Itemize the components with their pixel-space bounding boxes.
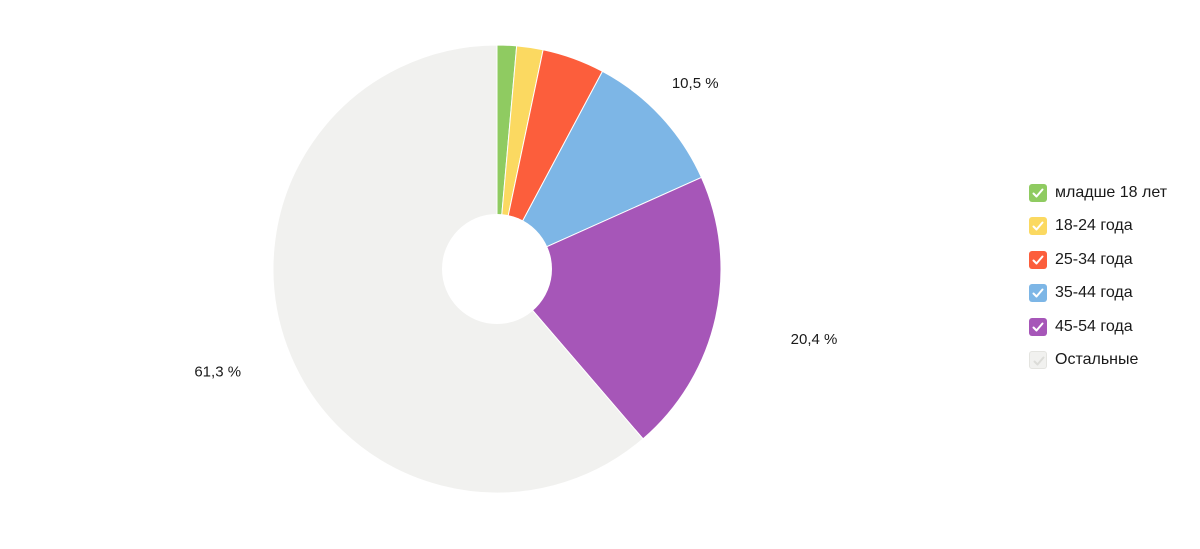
checkbox-checked-icon[interactable] — [1029, 250, 1047, 269]
legend-item-18-24[interactable]: 18-24 года — [1029, 210, 1167, 244]
legend-item-25-34[interactable]: 25-34 года — [1029, 243, 1167, 277]
legend-item-35-44[interactable]: 35-44 года — [1029, 277, 1167, 311]
checkbox-unchecked-icon[interactable] — [1029, 351, 1047, 370]
slice-label-other: 61,3 % — [194, 364, 241, 381]
legend-item-under-18[interactable]: младше 18 лет — [1029, 176, 1167, 210]
checkbox-checked-icon[interactable] — [1029, 217, 1047, 236]
pie-slice-35-44[interactable] — [495, 70, 703, 271]
slice-label-45-54: 20,4 % — [791, 331, 838, 348]
donut-hole — [442, 214, 552, 324]
legend-item-45-54[interactable]: 45-54 года — [1029, 310, 1167, 344]
legend-label: 18-24 года — [1055, 217, 1133, 235]
legend-label: 35-44 года — [1055, 284, 1133, 302]
legend-label: 45-54 года — [1055, 317, 1133, 335]
legend: младше 18 лет 18-24 года 25-34 года 35-4… — [1029, 176, 1167, 377]
legend-label: Остальные — [1055, 351, 1139, 369]
legend-label: 25-34 года — [1055, 250, 1133, 268]
pie-slice-45-54[interactable] — [496, 176, 722, 440]
checkbox-checked-icon[interactable] — [1029, 284, 1047, 303]
slice-labels: 10,5 % 20,4 % 61,3 % — [194, 75, 837, 381]
legend-item-other[interactable]: Остальные — [1029, 344, 1167, 378]
checkbox-checked-icon[interactable] — [1029, 183, 1047, 202]
slice-label-35-44: 10,5 % — [672, 75, 719, 92]
checkbox-checked-icon[interactable] — [1029, 317, 1047, 336]
legend-label: младше 18 лет — [1055, 183, 1168, 201]
